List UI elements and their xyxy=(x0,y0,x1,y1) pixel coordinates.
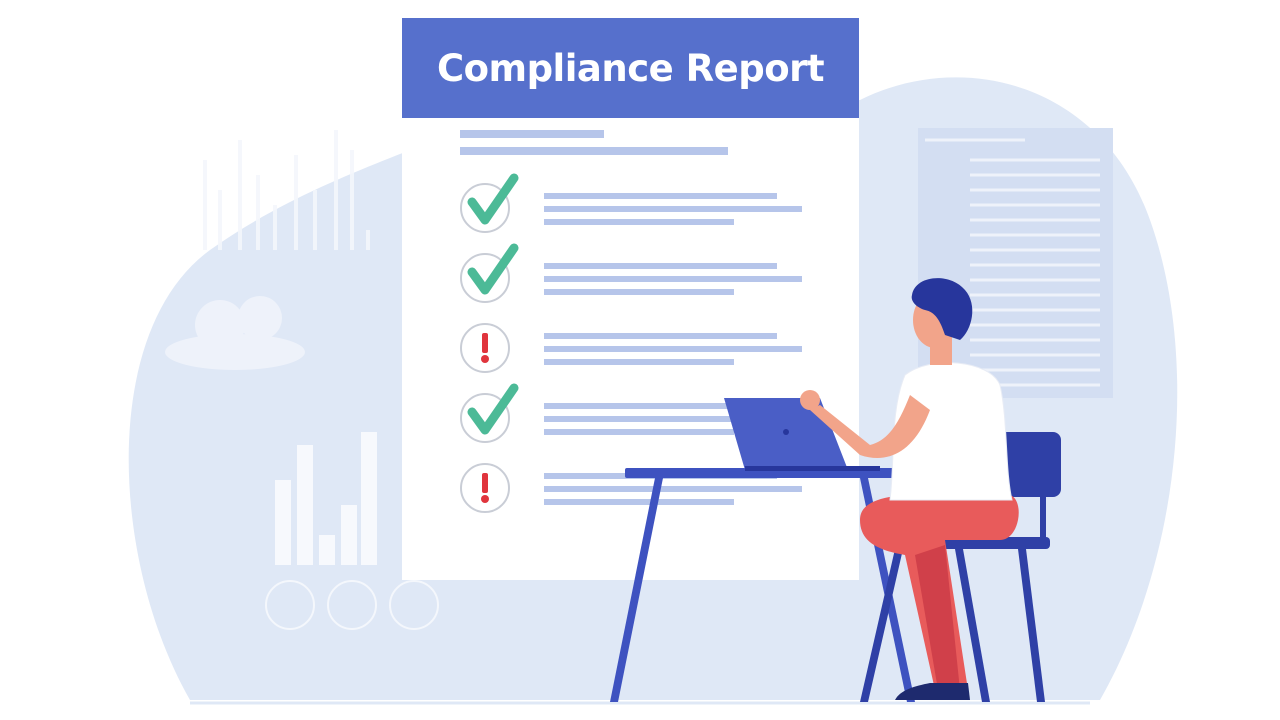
exclamation-icon xyxy=(481,333,489,363)
report-items xyxy=(460,173,802,513)
checkmark-icon xyxy=(467,383,519,435)
person xyxy=(800,278,1019,700)
text-line xyxy=(544,499,734,505)
checkmark-icon xyxy=(467,173,519,225)
faded-chart-top xyxy=(203,130,370,250)
faded-bowl xyxy=(165,334,305,370)
text-line xyxy=(544,429,734,435)
report-header xyxy=(402,18,859,118)
text-line xyxy=(544,359,734,365)
text-line xyxy=(544,193,777,199)
text-line xyxy=(544,416,802,422)
text-line xyxy=(544,219,734,225)
text-line xyxy=(544,346,802,352)
report-item-passed xyxy=(460,383,802,443)
text-line xyxy=(544,276,802,282)
checkmark-icon xyxy=(467,243,519,295)
faded-chart-bottom xyxy=(275,432,377,565)
text-line xyxy=(544,333,777,339)
exclamation-icon xyxy=(481,473,489,503)
text-line xyxy=(544,206,802,212)
report-item-passed xyxy=(460,243,802,303)
report-item-warning xyxy=(460,323,802,373)
text-line xyxy=(544,486,802,492)
text-line xyxy=(544,263,777,269)
text-line xyxy=(544,289,734,295)
text-line xyxy=(544,403,777,409)
report-title: Compliance Report xyxy=(436,46,825,90)
faded-circles xyxy=(265,580,439,630)
report-item-passed xyxy=(460,173,802,233)
